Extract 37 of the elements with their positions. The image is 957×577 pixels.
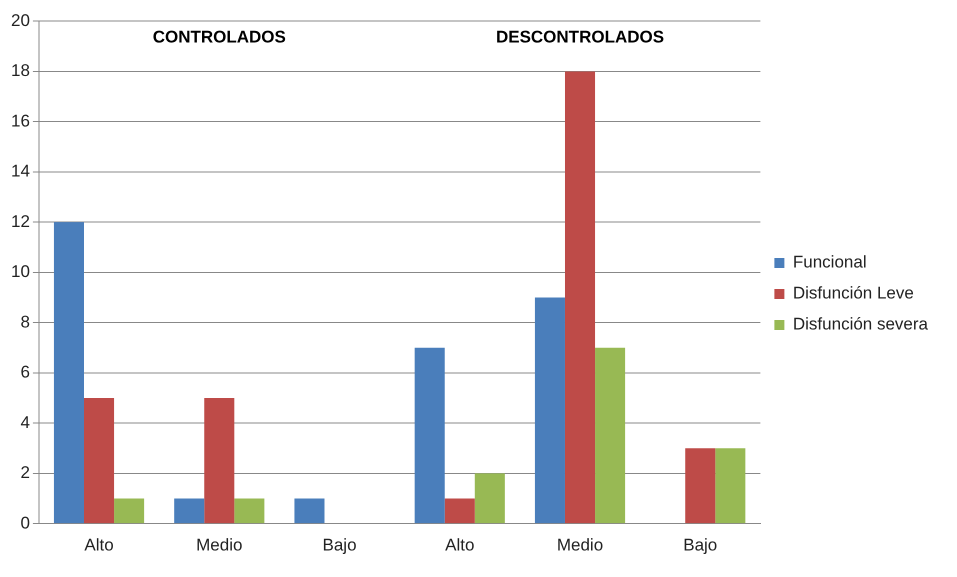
- bar: [564, 71, 596, 524]
- annotation: DESCONTROLADOS: [496, 27, 664, 46]
- x-tick-label: Alto: [84, 535, 114, 554]
- legend-label: Funcional: [792, 252, 867, 272]
- bar: [114, 498, 144, 524]
- bar: [204, 398, 234, 524]
- y-tick-label: 20: [10, 10, 30, 30]
- y-tick-label: 10: [10, 262, 30, 282]
- y-tick-label: 6: [20, 362, 30, 382]
- x-tick-label: Bajo: [322, 535, 357, 554]
- y-tick-label: 2: [20, 463, 30, 482]
- y-tick-label: 8: [20, 312, 30, 332]
- y-tick-label: 0: [20, 513, 30, 532]
- bar: [54, 222, 84, 524]
- bar: [414, 348, 445, 524]
- x-tick-label: Medio: [556, 535, 604, 554]
- bar: [174, 498, 204, 524]
- bar: [685, 448, 716, 524]
- y-tick-label: 16: [10, 111, 30, 130]
- legend-label: Disfunción severa: [792, 314, 929, 334]
- bar: [294, 498, 324, 524]
- bar: [444, 498, 475, 524]
- bar: [234, 498, 264, 524]
- x-tick-label: Medio: [196, 535, 242, 554]
- bar: [474, 473, 505, 524]
- bar: [595, 348, 626, 524]
- y-tick-label: 12: [10, 212, 30, 231]
- bar: [534, 298, 565, 524]
- annotation: CONTROLADOS: [152, 27, 286, 46]
- bar: [715, 448, 746, 524]
- y-tick-label: 18: [10, 61, 30, 80]
- legend-label: Disfunción Leve: [792, 284, 914, 303]
- x-tick-label: Alto: [445, 535, 474, 554]
- bar: [84, 398, 114, 524]
- y-tick-label: 4: [20, 412, 30, 432]
- y-tick-label: 14: [10, 162, 30, 181]
- x-tick-label: Bajo: [683, 535, 718, 554]
